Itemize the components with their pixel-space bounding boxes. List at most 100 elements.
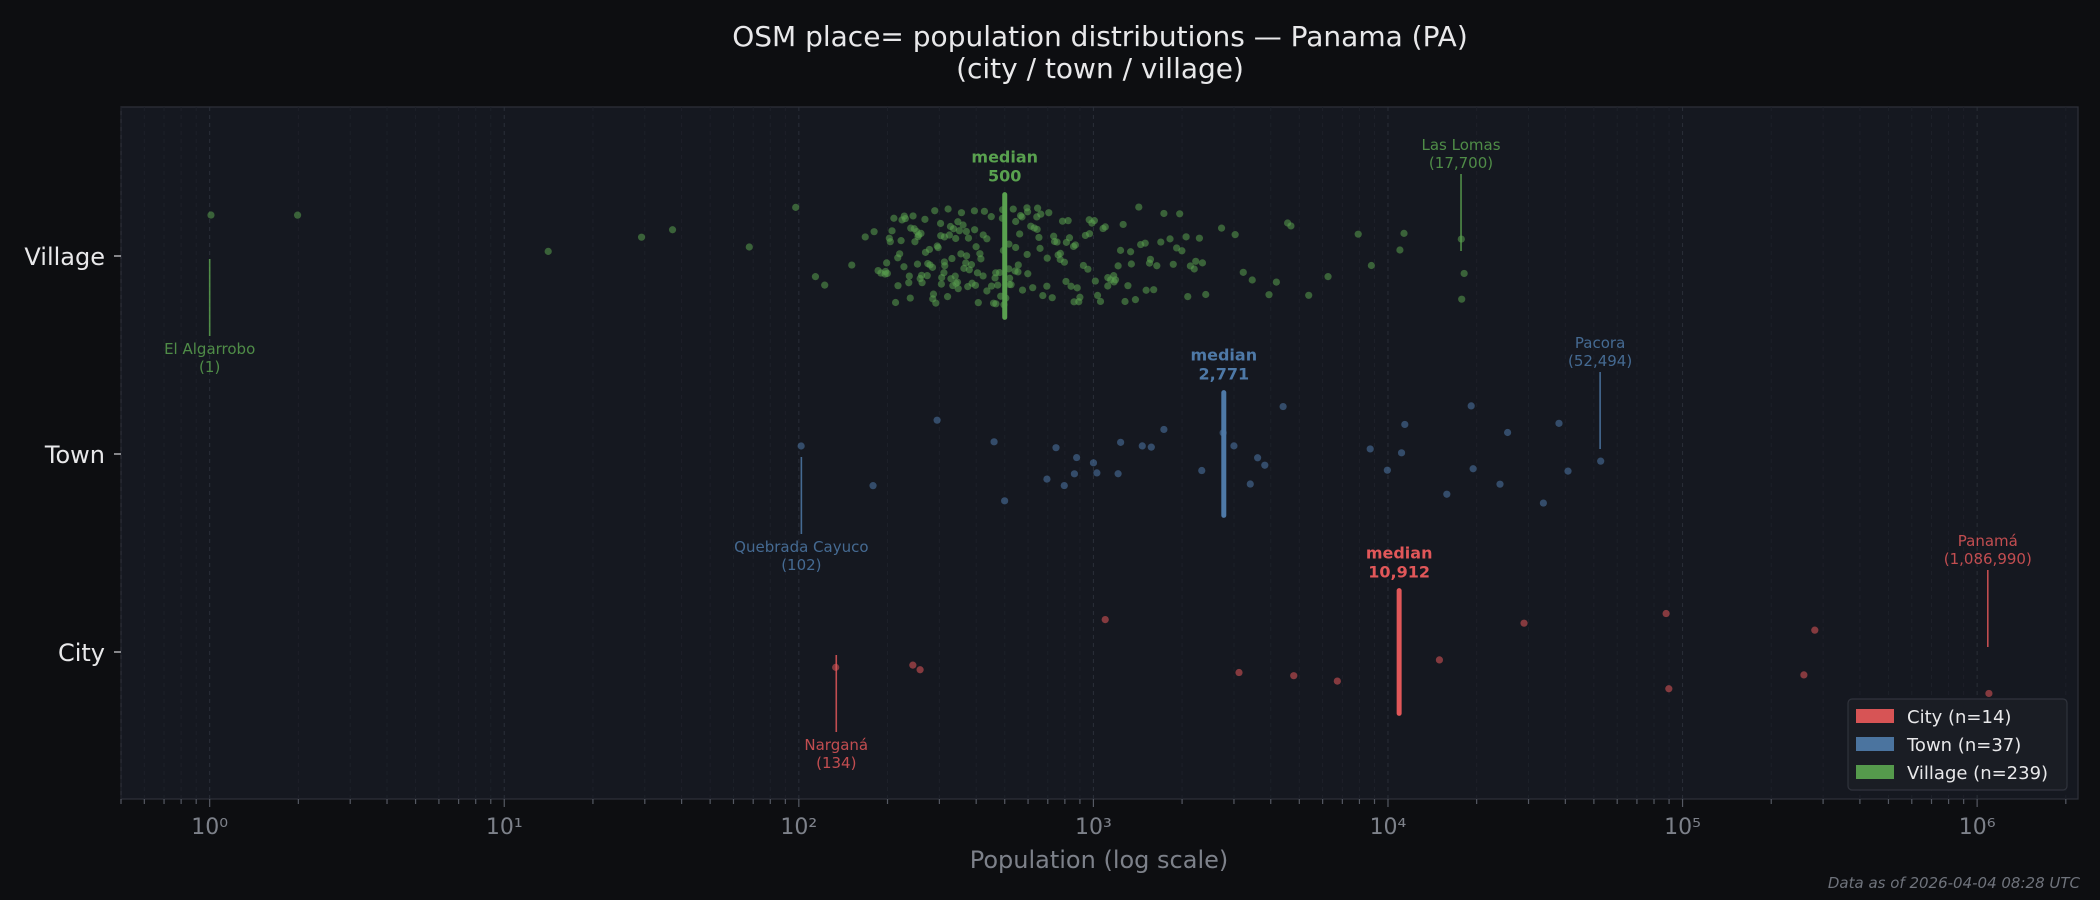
data-point: [1383, 466, 1391, 474]
data-point: [933, 416, 941, 424]
data-point: [1052, 444, 1060, 452]
data-point: [943, 293, 952, 301]
data-point: [1235, 668, 1243, 677]
data-point: [848, 261, 856, 269]
data-point: [1104, 282, 1112, 290]
data-point: [1014, 261, 1022, 269]
data-point: [1119, 220, 1127, 229]
data-point: [990, 438, 998, 446]
x-tick-label: 10²: [780, 815, 817, 840]
x-tick-label: 10⁵: [1664, 815, 1701, 840]
data-point: [1261, 461, 1269, 469]
data-point: [1073, 453, 1081, 462]
x-tick-label: 10⁴: [1370, 815, 1407, 840]
data-point: [959, 221, 967, 229]
data-point: [954, 285, 962, 293]
median-value: 500: [988, 167, 1021, 186]
data-point: [821, 281, 829, 289]
data-point: [1520, 619, 1528, 627]
data-point: [1101, 223, 1109, 231]
data-point: [1195, 234, 1203, 242]
data-point: [1287, 222, 1295, 230]
max-annotation-name: Pacora: [1575, 334, 1625, 352]
data-point: [1811, 626, 1819, 634]
data-point: [967, 261, 976, 269]
data-point: [953, 278, 962, 286]
data-point: [1279, 402, 1287, 411]
data-point: [1131, 296, 1140, 304]
data-point: [1067, 282, 1075, 290]
data-point: [897, 237, 905, 245]
data-point: [797, 442, 805, 450]
data-point: [1202, 290, 1210, 299]
data-point: [1073, 284, 1081, 292]
data-point: [890, 214, 898, 222]
data-point: [1469, 465, 1477, 473]
data-point: [916, 666, 924, 674]
data-point: [1597, 457, 1605, 465]
data-point: [1460, 269, 1468, 278]
data-point: [977, 255, 985, 263]
data-point: [544, 247, 552, 255]
data-point: [1127, 260, 1135, 268]
data-point: [1147, 443, 1155, 451]
data-point: [983, 287, 991, 295]
data-point: [1305, 291, 1313, 299]
data-point: [1043, 282, 1051, 290]
data-point: [905, 272, 913, 280]
data-point: [1366, 445, 1374, 453]
data-point: [1127, 248, 1135, 256]
data-point: [917, 229, 925, 237]
data-point: [1178, 247, 1186, 255]
data-point: [1367, 261, 1375, 270]
data-point: [1009, 205, 1017, 213]
y-tick-label-city: City: [58, 639, 105, 667]
data-point: [207, 211, 215, 219]
data-point: [888, 227, 896, 235]
data-point: [906, 294, 914, 302]
data-point: [1397, 449, 1406, 457]
data-point: [921, 215, 929, 223]
data-point: [934, 244, 942, 252]
data-point: [909, 212, 917, 220]
data-point: [1070, 470, 1079, 478]
data-point: [1018, 213, 1026, 221]
data-point: [1035, 233, 1043, 242]
legend-swatch-city: [1856, 709, 1894, 723]
data-point: [1065, 234, 1074, 242]
median-label: median: [971, 148, 1038, 167]
legend-label-city: City (n=14): [1907, 707, 2011, 728]
footer-timestamp: Data as of 2026-04-04 08:28 UTC: [1828, 874, 2081, 892]
data-point: [1443, 490, 1451, 498]
median-label: median: [1190, 346, 1257, 365]
data-point: [891, 298, 900, 307]
data-point: [954, 218, 962, 226]
max-annotation-value: (52,494): [1568, 352, 1632, 370]
data-point: [1217, 224, 1226, 232]
chart-title: OSM place= population distributions — Pa…: [732, 20, 1468, 53]
data-point: [1564, 467, 1572, 475]
max-annotation-name: Panamá: [1958, 532, 2018, 550]
data-point: [1034, 204, 1042, 212]
data-point: [1160, 209, 1168, 218]
data-point: [1230, 442, 1238, 450]
data-point: [1555, 419, 1563, 427]
data-point: [1458, 295, 1466, 303]
data-point: [886, 238, 894, 246]
data-point: [971, 281, 980, 289]
data-point: [962, 227, 970, 236]
data-point: [1153, 262, 1161, 270]
data-point: [637, 233, 646, 241]
data-point: [1272, 278, 1280, 286]
data-point: [745, 243, 753, 251]
data-point: [1401, 420, 1409, 429]
data-point: [1246, 480, 1254, 488]
data-point: [964, 234, 973, 242]
data-point: [883, 269, 891, 278]
data-point: [987, 213, 995, 221]
data-point: [901, 214, 909, 223]
data-point: [1662, 609, 1670, 618]
data-point: [1665, 685, 1673, 693]
